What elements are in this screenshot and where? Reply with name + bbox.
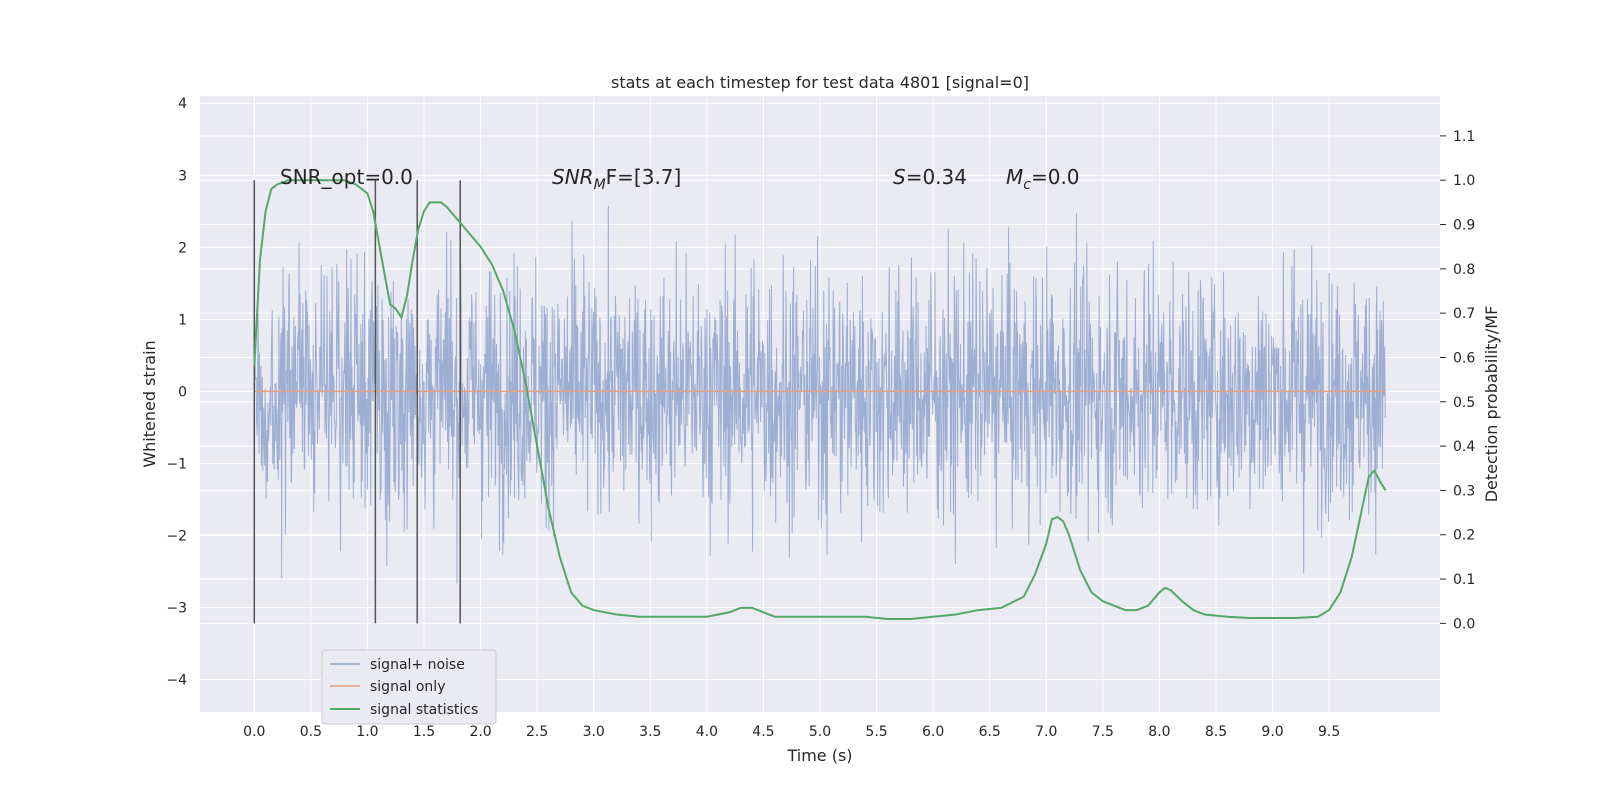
x-tick-label: 3.0: [583, 724, 605, 740]
y-right-tick-label: 0.8: [1453, 262, 1475, 278]
y-right-tick-label: 0.1: [1453, 572, 1475, 588]
y-left-tick-label: −2: [166, 528, 187, 544]
y-left-tick-label: 2: [178, 240, 187, 256]
legend-label-signal-plus-noise: signal+ noise: [370, 657, 465, 673]
x-tick-label: 3.5: [639, 724, 661, 740]
y-left-tick-label: 0: [178, 384, 187, 400]
legend-box: [321, 649, 497, 725]
y-right-axis-label: Detection probability/MF: [1482, 306, 1501, 503]
grid-lines: [200, 96, 1440, 712]
y-left-tick-label: −1: [166, 456, 187, 472]
x-tick-label: 8.0: [1148, 724, 1170, 740]
y-right-tick-label: 0.2: [1453, 528, 1475, 544]
x-tick-label: 4.0: [696, 724, 718, 740]
y-right-tick-label: 0.7: [1453, 306, 1475, 322]
series-signal-plus-noise: [253, 206, 1387, 584]
y-right-tick-label: 0.0: [1453, 616, 1475, 632]
y-left-tick-label: 4: [178, 96, 187, 112]
y-right-tick-label: 1.1: [1453, 129, 1475, 145]
y-right-axis-ticks: 1.1 1.0 0.9 0.8 0.7 0.6 0.5 0.4 0.3 0.2 0.1 0.0: [1440, 129, 1475, 632]
x-tick-label: 9.0: [1261, 724, 1283, 740]
x-axis-ticks: 0.0 0.5 1.0 1.5 2.0 2.5 3.0 3.5 4.0 4.5 5.0 5.5 6.0 6…: [243, 724, 1340, 740]
y-right-tick-label: 1.0: [1453, 173, 1475, 189]
y-left-tick-label: 1: [178, 312, 187, 328]
signal-plus-noise-line: [253, 206, 1387, 584]
x-tick-label: 5.5: [865, 724, 887, 740]
chart-title: stats at each timestep for test data 480…: [611, 73, 1029, 92]
x-tick-label: 4.5: [752, 724, 774, 740]
y-right-tick-label: 0.3: [1453, 483, 1475, 499]
x-tick-label: 6.0: [922, 724, 944, 740]
annotation-mc: Mc=0.0: [1006, 165, 1080, 193]
annotation-snr-mf: SNRMF=[3.7]: [552, 165, 681, 193]
series-signal-statistics: [253, 179, 1387, 620]
x-tick-label: 2.0: [469, 724, 491, 740]
y-left-tick-label: 3: [178, 168, 187, 184]
x-tick-label: 1.5: [413, 724, 435, 740]
x-tick-label: 7.0: [1035, 724, 1057, 740]
annotation-snr-opt: SNR_opt=0.0: [280, 165, 413, 189]
y-right-tick-label: 0.4: [1453, 439, 1475, 455]
annotation-s: S=0.34: [893, 165, 967, 189]
y-left-tick-label: −4: [166, 673, 187, 689]
y-right-tick-label: 0.5: [1453, 395, 1475, 411]
y-left-axis-label: Whitened strain: [140, 340, 159, 467]
y-left-tick-label: −3: [166, 601, 187, 617]
y-right-tick-label: 0.9: [1453, 218, 1475, 234]
x-tick-label: 5.0: [809, 724, 831, 740]
x-tick-label: 1.0: [356, 724, 378, 740]
y-right-tick-label: 0.6: [1453, 350, 1475, 366]
x-tick-label: 9.5: [1318, 724, 1340, 740]
x-tick-label: 7.5: [1092, 724, 1114, 740]
vertical-markers: [253, 180, 461, 624]
legend-label-signal-only: signal only: [370, 679, 445, 695]
legend-label-signal-statistics: signal statistics: [370, 702, 478, 718]
x-tick-label: 6.5: [979, 724, 1001, 740]
y-left-axis-ticks: 4 3 2 1 0 −1 −2 −3 −4: [166, 96, 187, 688]
x-axis-label: Time (s): [786, 746, 852, 765]
x-tick-label: 8.5: [1205, 724, 1227, 740]
x-tick-label: 0.0: [243, 724, 265, 740]
legend: signal+ noise signal only signal statist…: [321, 649, 497, 725]
x-tick-label: 2.5: [526, 724, 548, 740]
signal-statistics-line: [253, 179, 1387, 620]
x-tick-label: 0.5: [300, 724, 322, 740]
